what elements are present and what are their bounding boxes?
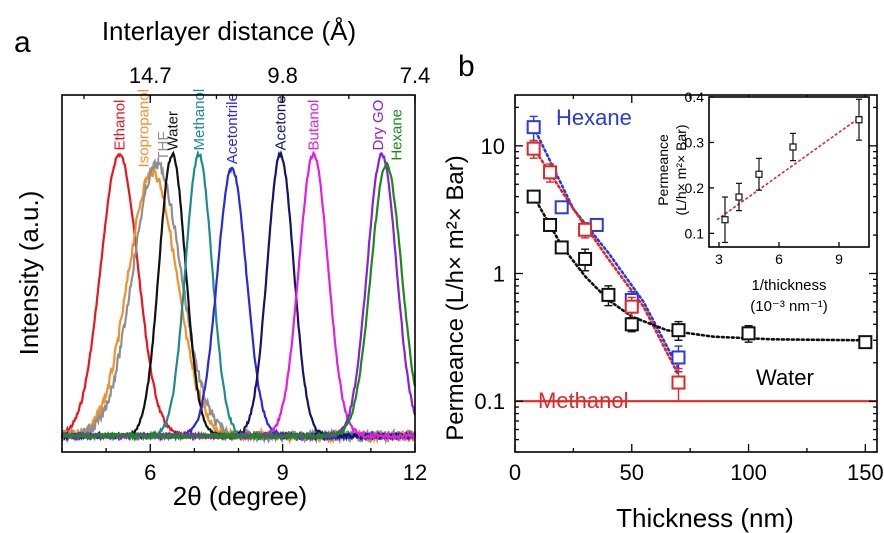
- data-point: [543, 165, 558, 180]
- label-methanol: Methanol: [191, 89, 208, 151]
- panel-a-top-tick-label: 14.7: [129, 63, 172, 88]
- panel-b-water-label: Water: [756, 365, 814, 390]
- panel-a-x-tick-label: 9: [277, 460, 289, 485]
- inset-y-label: Permeance: [655, 134, 671, 206]
- label-water: Water: [164, 111, 181, 150]
- label-thf: THF: [155, 132, 172, 161]
- panel-b-y-tick-label: 1: [493, 262, 505, 287]
- data-point: [543, 217, 558, 232]
- panel-b-x-tick-label: 100: [730, 460, 767, 485]
- inset-point: [855, 116, 863, 124]
- panel-b-points: [526, 115, 873, 402]
- label-butanol: Butanol: [306, 100, 323, 151]
- panel-b-x-tick-label: 150: [847, 460, 884, 485]
- inset-x-tick-label: 3: [715, 251, 723, 267]
- inset-x-tick-label: 9: [835, 251, 843, 267]
- inset-ticks: 3 6 9 0.1 0.2 0.3 0.4: [685, 89, 844, 267]
- inset-point: [755, 170, 763, 178]
- inset-point: [735, 193, 743, 201]
- panel-b-y-tick-label: 10: [481, 134, 505, 159]
- data-point: [554, 200, 569, 215]
- label-hexane: Hexane: [388, 109, 405, 161]
- panel-b-y-tick-label: 0.1: [474, 389, 505, 414]
- inset-y-tick-label: 0.1: [685, 225, 705, 241]
- panel-a-x-ticks: 6 9 12: [61, 444, 427, 485]
- panel-a-x2-label: Interlayer distance (Å): [102, 16, 356, 46]
- panel-b: 0 50 100 150 0.1 1 10 Hexane Water Methanol Th…: [442, 89, 884, 533]
- label-ethanol: Ethanol: [111, 100, 128, 151]
- panel-a: Interlayer distance (Å) 14.7 9.8 7.4 Ethan…: [14, 16, 430, 511]
- panel-b-label: b: [458, 50, 475, 83]
- data-point: [526, 120, 541, 135]
- inset-x-label: 1/thickness: [751, 277, 826, 294]
- panel-a-x-tick-label: 6: [144, 460, 156, 485]
- panel-b-ticks: 0 50 100 150 0.1 1 10: [474, 95, 884, 485]
- panel-a-top-tick-label: 9.8: [267, 63, 298, 88]
- panel-a-y-label: Intensity (a.u.): [14, 191, 44, 356]
- panel-b-x-tick-label: 50: [620, 460, 644, 485]
- curve-hexane: [61, 161, 417, 442]
- curve-acetone: [60, 150, 417, 442]
- inset-points: [721, 98, 863, 244]
- label-acetontrile: Acetontrile: [224, 93, 241, 164]
- panel-b-inset: 3 6 9 0.1 0.2 0.3 0.4 Permeance (L/h× m²× Bar)…: [655, 89, 870, 315]
- fit-line: [532, 146, 680, 377]
- label-dry-go: Dry GO: [370, 100, 387, 151]
- inset-y-tick-label: 0.3: [685, 134, 705, 150]
- panel-b-y-label: Permeance (L/h× m²× Bar): [442, 155, 469, 440]
- label-acetone: Acetone: [272, 95, 289, 150]
- inset-point: [789, 143, 797, 151]
- panel-b-methanol-label: Methanol: [538, 388, 629, 413]
- curve-isopropanol: [60, 166, 416, 445]
- panel-a-curves: [60, 149, 417, 445]
- inset-y-label-units: (L/h× m²× Bar): [673, 124, 689, 215]
- data-point: [526, 189, 541, 204]
- data-point: [578, 222, 593, 237]
- panel-a-top-ticks: 14.7 9.8 7.4: [83, 63, 431, 103]
- data-point: [601, 287, 616, 302]
- inset-y-tick-label: 0.4: [685, 89, 705, 105]
- fit-line: [532, 125, 680, 370]
- inset-plot-frame: [708, 96, 870, 248]
- panel-a-label: a: [14, 26, 31, 59]
- panel-b-hexane-label: Hexane: [556, 105, 632, 130]
- data-point: [624, 317, 639, 332]
- panel-a-top-tick-label: 7.4: [400, 63, 431, 88]
- data-point: [671, 323, 686, 338]
- panel-a-x-tick-label: 12: [403, 460, 427, 485]
- data-point: [554, 240, 569, 255]
- data-point: [671, 375, 686, 390]
- panel-a-x-label: 2θ (degree): [173, 481, 307, 511]
- inset-y-tick-label: 0.2: [685, 180, 705, 196]
- curve-acetontrile: [61, 166, 416, 442]
- panel-b-x-label: Thickness (nm): [616, 503, 794, 533]
- data-point: [858, 335, 873, 350]
- inset-x-label-units: (10⁻³ nm⁻¹): [750, 298, 828, 315]
- data-point: [589, 217, 604, 232]
- data-point: [578, 251, 593, 266]
- data-point: [741, 326, 756, 341]
- data-point: [526, 141, 541, 156]
- data-point: [671, 350, 686, 365]
- inset-x-tick-label: 6: [775, 251, 783, 267]
- data-point: [624, 299, 639, 314]
- inset-point: [721, 216, 729, 224]
- label-isopropanol: Isopropanol: [135, 89, 152, 167]
- panel-b-x-tick-label: 0: [509, 460, 521, 485]
